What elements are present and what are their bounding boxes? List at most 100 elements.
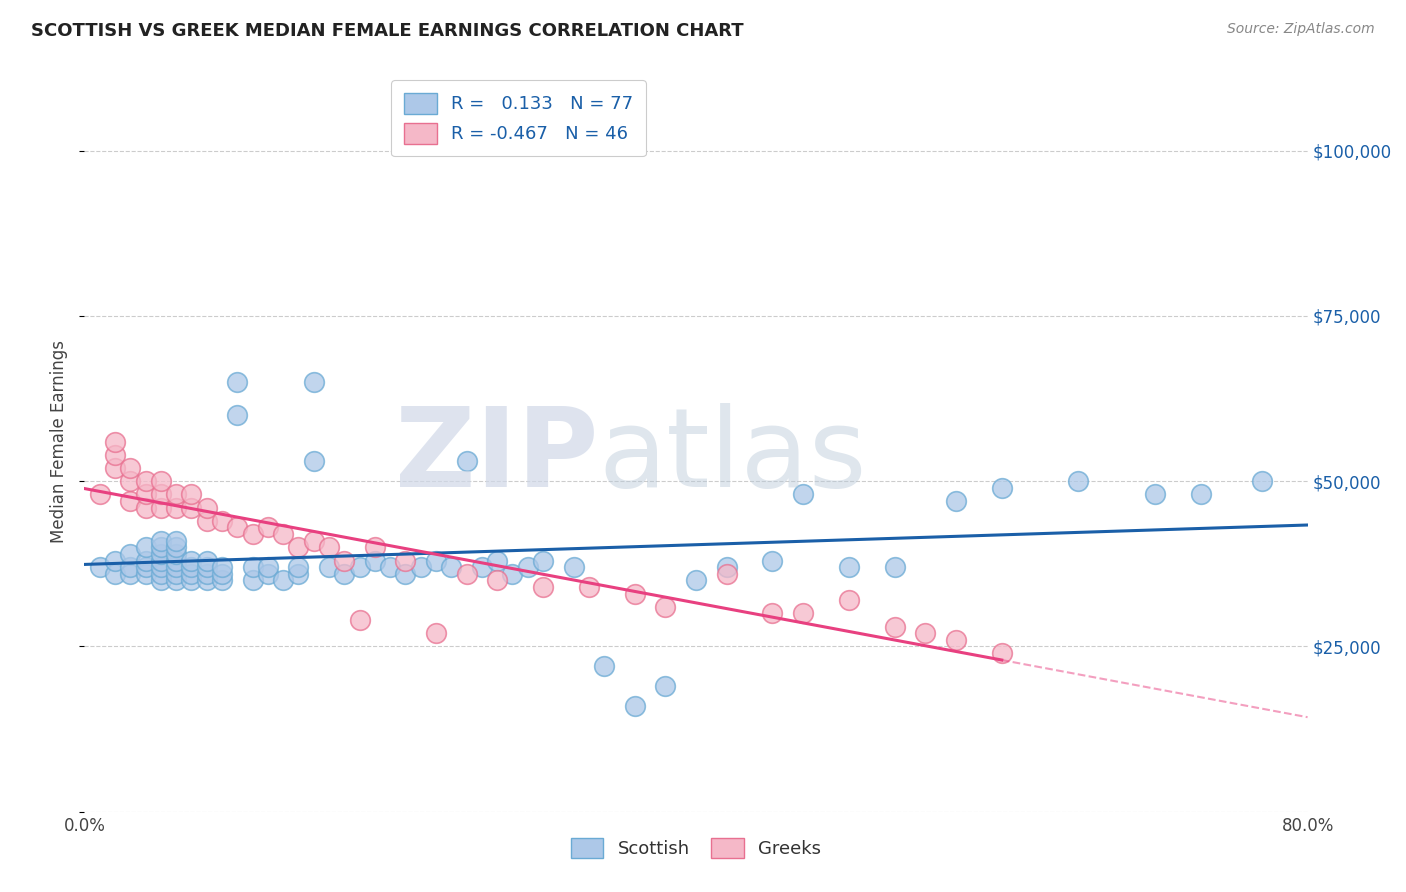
Point — [456, 454, 478, 468]
Point — [531, 580, 554, 594]
Point — [242, 527, 264, 541]
Point — [180, 560, 202, 574]
Point — [135, 500, 157, 515]
Point — [486, 574, 509, 588]
Point — [654, 679, 676, 693]
Point — [333, 553, 356, 567]
Point — [165, 574, 187, 588]
Point — [287, 560, 309, 574]
Text: SCOTTISH VS GREEK MEDIAN FEMALE EARNINGS CORRELATION CHART: SCOTTISH VS GREEK MEDIAN FEMALE EARNINGS… — [31, 22, 744, 40]
Point — [149, 553, 172, 567]
Point — [226, 375, 249, 389]
Point — [792, 487, 814, 501]
Point — [149, 541, 172, 555]
Point — [165, 560, 187, 574]
Point — [502, 566, 524, 581]
Point — [165, 487, 187, 501]
Point — [425, 553, 447, 567]
Point — [838, 593, 860, 607]
Point — [302, 375, 325, 389]
Point — [180, 487, 202, 501]
Point — [1250, 474, 1272, 488]
Point — [211, 566, 233, 581]
Point — [149, 574, 172, 588]
Point — [302, 454, 325, 468]
Point — [914, 626, 936, 640]
Point — [425, 626, 447, 640]
Point — [302, 533, 325, 548]
Point — [195, 566, 218, 581]
Point — [104, 553, 127, 567]
Point — [120, 461, 142, 475]
Point — [991, 646, 1014, 660]
Point — [486, 553, 509, 567]
Point — [287, 566, 309, 581]
Point — [135, 553, 157, 567]
Point — [195, 553, 218, 567]
Point — [271, 574, 294, 588]
Point — [120, 566, 142, 581]
Point — [89, 487, 111, 501]
Point — [149, 500, 172, 515]
Point — [654, 599, 676, 614]
Point — [165, 566, 187, 581]
Point — [195, 514, 218, 528]
Point — [562, 560, 585, 574]
Point — [120, 474, 142, 488]
Point — [761, 553, 783, 567]
Point — [394, 553, 416, 567]
Point — [578, 580, 600, 594]
Point — [349, 560, 371, 574]
Point — [104, 461, 127, 475]
Point — [716, 560, 738, 574]
Point — [883, 619, 905, 633]
Legend: Scottish, Greeks: Scottish, Greeks — [564, 830, 828, 865]
Point — [792, 607, 814, 621]
Point — [471, 560, 494, 574]
Point — [135, 487, 157, 501]
Point — [135, 566, 157, 581]
Point — [624, 586, 647, 600]
Point — [149, 547, 172, 561]
Point — [104, 566, 127, 581]
Point — [165, 547, 187, 561]
Point — [945, 632, 967, 647]
Point — [257, 560, 280, 574]
Point — [318, 560, 340, 574]
Point — [135, 474, 157, 488]
Point — [838, 560, 860, 574]
Point — [1189, 487, 1212, 501]
Point — [165, 541, 187, 555]
Point — [149, 487, 172, 501]
Point — [89, 560, 111, 574]
Point — [120, 494, 142, 508]
Point — [195, 560, 218, 574]
Text: atlas: atlas — [598, 403, 866, 510]
Point — [624, 698, 647, 713]
Point — [364, 541, 387, 555]
Point — [516, 560, 538, 574]
Point — [364, 553, 387, 567]
Point — [883, 560, 905, 574]
Point — [211, 574, 233, 588]
Point — [120, 547, 142, 561]
Point — [242, 560, 264, 574]
Point — [593, 659, 616, 673]
Point — [409, 560, 432, 574]
Point — [257, 566, 280, 581]
Point — [180, 553, 202, 567]
Point — [318, 541, 340, 555]
Point — [685, 574, 707, 588]
Text: ZIP: ZIP — [395, 403, 598, 510]
Point — [104, 434, 127, 449]
Point — [456, 566, 478, 581]
Point — [242, 574, 264, 588]
Point — [104, 448, 127, 462]
Point — [440, 560, 463, 574]
Point — [945, 494, 967, 508]
Point — [380, 560, 402, 574]
Point — [135, 560, 157, 574]
Point — [257, 520, 280, 534]
Point — [165, 500, 187, 515]
Point — [195, 574, 218, 588]
